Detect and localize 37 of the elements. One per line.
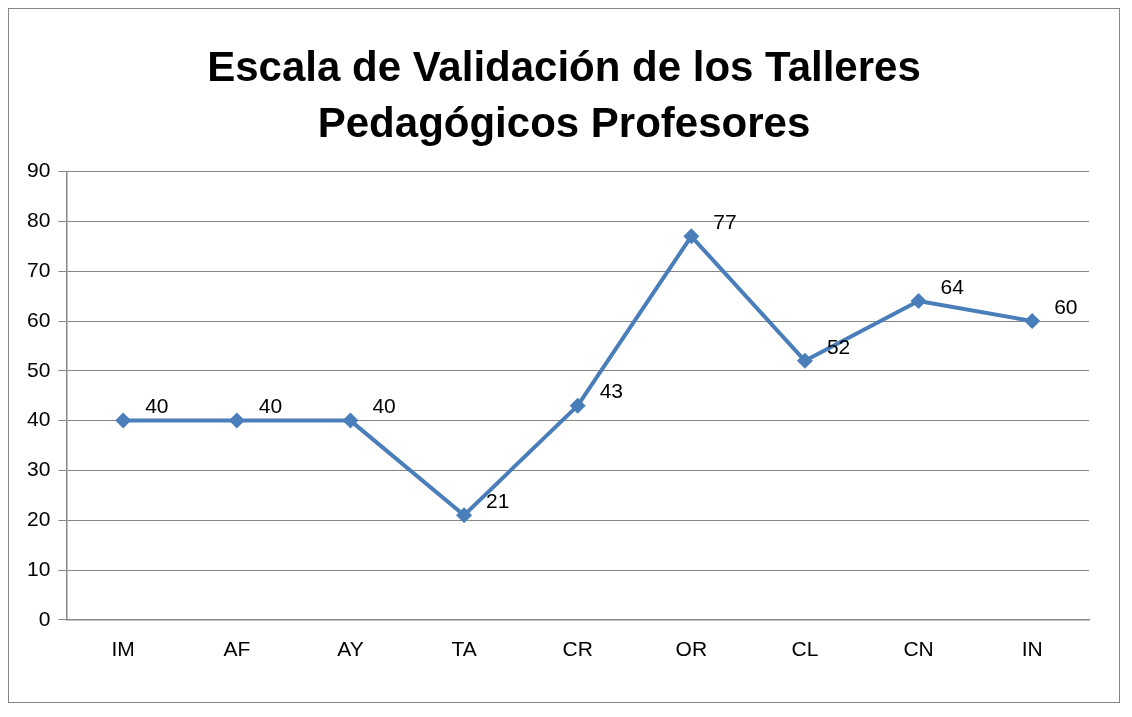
point [569, 397, 586, 414]
point [683, 228, 700, 245]
x-tick-label: CL [791, 637, 819, 661]
point [342, 412, 359, 429]
data-label: 21 [486, 489, 510, 513]
chart-title: Escala de Validación de los Talleres Pedagógicos Profesores [206, 42, 922, 148]
y-tick-label: 70 [27, 258, 51, 281]
x-tick-label: AY [337, 637, 364, 661]
x-tick-label: TA [451, 637, 477, 661]
x-tick-label: OR [675, 637, 708, 661]
data-label: 64 [940, 274, 965, 298]
x-tick-label: IN [1021, 637, 1043, 661]
point [796, 352, 813, 369]
x-tick-label: CN [903, 637, 934, 661]
y-tick-label: 60 [27, 307, 51, 331]
x-tick-label: IM [111, 637, 135, 661]
point [456, 507, 473, 524]
y-tick-label: 50 [27, 357, 51, 381]
data-label: 40 [145, 394, 169, 418]
y-tick-label: 30 [27, 457, 51, 481]
x-tick-label: CR [562, 637, 593, 661]
data-label: 40 [372, 394, 396, 418]
y-tick-label: 0 [38, 606, 51, 630]
y-tick-label: 80 [27, 208, 51, 232]
point [115, 412, 132, 429]
data-label: 60 [1054, 294, 1078, 318]
point [228, 412, 245, 429]
y-tick-label: 40 [27, 407, 51, 431]
point [1024, 313, 1041, 329]
y-tick-label: 90 [27, 158, 51, 182]
data-label: 77 [713, 210, 737, 234]
point [910, 293, 927, 310]
data-label: 40 [258, 394, 283, 418]
x-tick-label: AF [223, 637, 251, 661]
y-tick-label: 10 [27, 556, 51, 580]
data-label: 43 [599, 379, 624, 403]
y-tick-label: 20 [27, 507, 51, 530]
